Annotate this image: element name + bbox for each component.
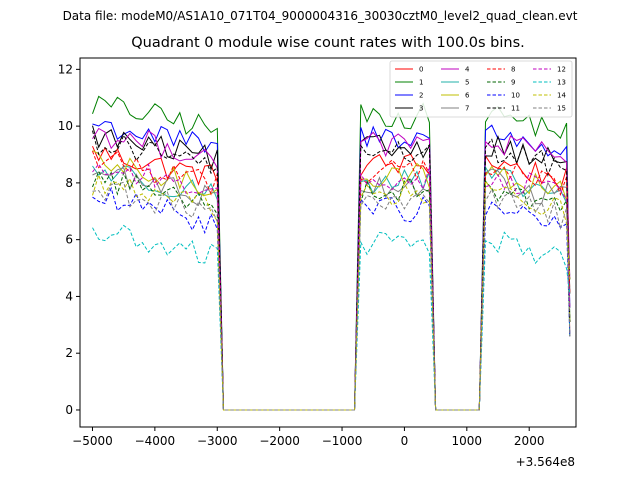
x-axis-offset-label: +3.564e8 [516, 455, 575, 469]
x-tick-label: −4000 [135, 434, 176, 448]
legend-label-8: 8 [511, 66, 515, 74]
series-line-6 [92, 150, 571, 411]
x-tick-label: −3000 [197, 434, 238, 448]
legend-label-1: 1 [419, 79, 423, 87]
legend-label-3: 3 [419, 105, 423, 113]
chart-suptitle: Data file: modeM0/AS1A10_071T04_90000043… [62, 9, 578, 23]
legend-label-4: 4 [465, 66, 470, 74]
legend-label-11: 11 [511, 105, 520, 113]
legend-label-0: 0 [419, 66, 423, 74]
legend-label-12: 12 [557, 66, 566, 74]
series-line-5 [92, 165, 571, 411]
legend-label-2: 2 [419, 92, 423, 100]
y-tick-label: 12 [58, 62, 73, 76]
legend-label-5: 5 [465, 79, 469, 87]
y-tick-label: 4 [65, 289, 73, 303]
series-line-13 [92, 224, 571, 411]
x-tick-label: −5000 [72, 434, 113, 448]
series-line-8 [92, 150, 571, 411]
legend-label-15: 15 [557, 105, 566, 113]
chart-title: Quadrant 0 module wise count rates with … [131, 35, 525, 51]
series-line-15 [92, 181, 571, 411]
legend-box [389, 60, 573, 118]
legend-label-14: 14 [557, 92, 566, 100]
x-axis: −5000 −4000 −3000 −2000 −1000 0 1000 2000 [72, 427, 544, 448]
series-line-1 [92, 95, 571, 411]
axes-frame [79, 57, 577, 428]
series-line-2 [92, 120, 571, 411]
y-axis: 0 2 4 6 8 10 12 [58, 62, 80, 417]
series-line-7 [92, 167, 571, 411]
x-tick-label: 0 [401, 434, 409, 448]
legend-label-6: 6 [465, 92, 470, 100]
x-tick-label: 2000 [514, 434, 545, 448]
y-tick-label: 6 [65, 233, 73, 247]
series-line-11 [92, 130, 571, 411]
x-tick-label: 1000 [452, 434, 483, 448]
x-tick-label: −1000 [322, 434, 363, 448]
x-tick-label: −2000 [259, 434, 300, 448]
y-tick-label: 0 [65, 403, 73, 417]
y-tick-label: 2 [65, 346, 73, 360]
legend-label-13: 13 [557, 79, 566, 87]
y-tick-label: 8 [65, 176, 73, 190]
series-line-10 [92, 186, 571, 411]
series-line-14 [92, 173, 571, 411]
y-tick-label: 10 [58, 119, 73, 133]
series-layer [92, 95, 571, 411]
legend-label-10: 10 [511, 92, 520, 100]
legend-label-7: 7 [465, 105, 469, 113]
legend-label-9: 9 [511, 79, 515, 87]
